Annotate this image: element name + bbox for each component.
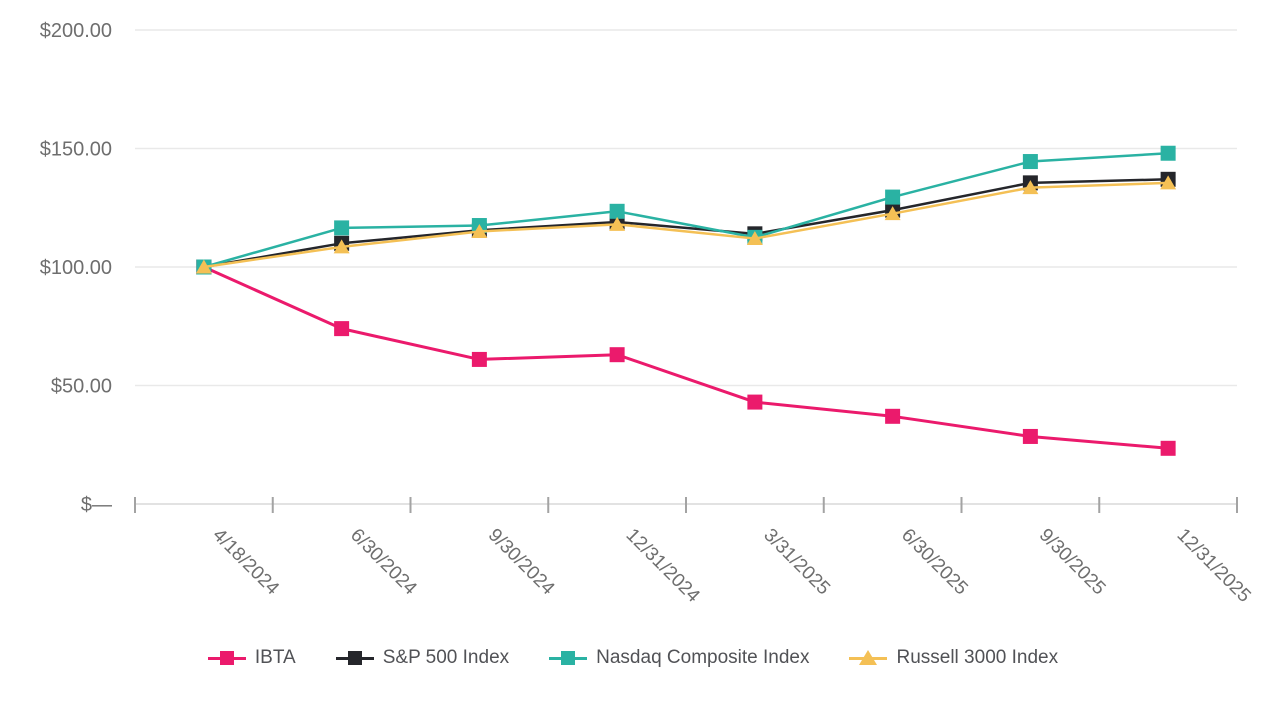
legend-label-nasdaq: Nasdaq Composite Index (596, 647, 810, 668)
data-point-square (1022, 154, 1038, 170)
chart-legend: IBTA S&P 500 Index Nasdaq Composite Inde… (0, 644, 1266, 672)
data-point-square (334, 220, 350, 236)
legend-label-sp500: S&P 500 Index (382, 647, 510, 668)
legend-marker-nasdaq (549, 649, 588, 667)
data-point-triangle (471, 223, 488, 238)
data-point-square (471, 351, 487, 367)
legend-marker-russell3000 (849, 649, 888, 667)
legend-marker-sp500 (335, 649, 374, 667)
data-point-square (885, 189, 901, 205)
legend-label-ibta: IBTA (254, 647, 296, 668)
chart-canvas: $200.00 $150.00 $100.00 $50.00 $— 4/18/2024 6/… (40, 20, 1255, 607)
legend-item-russell3000: Russell 3000 Index (849, 644, 1058, 672)
data-point-triangle (1022, 180, 1039, 195)
x-axis-label: 3/31/2025 (759, 525, 834, 600)
nasdaq-square-marker-icon (561, 651, 576, 665)
x-axis-label: 9/30/2024 (484, 525, 559, 600)
y-axis-label: $200.00 (40, 20, 112, 42)
data-point-square (1022, 428, 1038, 444)
data-point-square (609, 203, 625, 219)
series-line-0 (202, 265, 1170, 450)
series-line-2 (202, 151, 1170, 269)
ibta-square-marker-icon (219, 651, 234, 665)
data-point-triangle (195, 259, 212, 274)
sp500-square-marker-icon (347, 651, 362, 665)
data-point-square (885, 408, 901, 424)
data-point-triangle (1160, 175, 1177, 190)
legend-item-sp500: S&P 500 Index (335, 644, 510, 672)
legend-label-russell3000: Russell 3000 Index (896, 647, 1059, 668)
data-point-triangle (333, 239, 350, 254)
data-point-square (609, 347, 625, 363)
series-line-1 (202, 178, 1170, 269)
y-axis-label: $150.00 (40, 139, 112, 161)
data-point-square (747, 394, 763, 410)
data-point-square (334, 321, 350, 337)
x-axis-label: 4/18/2024 (208, 525, 283, 600)
data-point-triangle (609, 216, 626, 231)
legend-item-ibta: IBTA (207, 644, 296, 672)
legend-marker-ibta (207, 649, 246, 667)
x-axis-label: 6/30/2024 (346, 525, 421, 600)
series-line-3 (202, 181, 1170, 269)
x-axis-label: 6/30/2025 (897, 525, 972, 600)
y-axis-label: $50.00 (51, 376, 112, 398)
x-axis-label: 12/31/2024 (622, 525, 704, 607)
data-point-square (1160, 145, 1176, 161)
growth-of-100-line-chart: $200.00 $150.00 $100.00 $50.00 $— 4/18/2024 6/… (40, 20, 1255, 607)
x-axis-label: 12/31/2025 (1173, 525, 1255, 607)
y-axis-label: $100.00 (40, 257, 112, 279)
data-point-triangle (746, 231, 763, 246)
legend-item-nasdaq: Nasdaq Composite Index (549, 644, 809, 672)
x-axis-label: 9/30/2025 (1035, 525, 1110, 600)
data-point-triangle (884, 206, 901, 221)
data-point-square (1160, 440, 1176, 456)
russell3000-triangle-marker-icon (859, 650, 878, 665)
y-axis-label: $— (81, 494, 112, 516)
